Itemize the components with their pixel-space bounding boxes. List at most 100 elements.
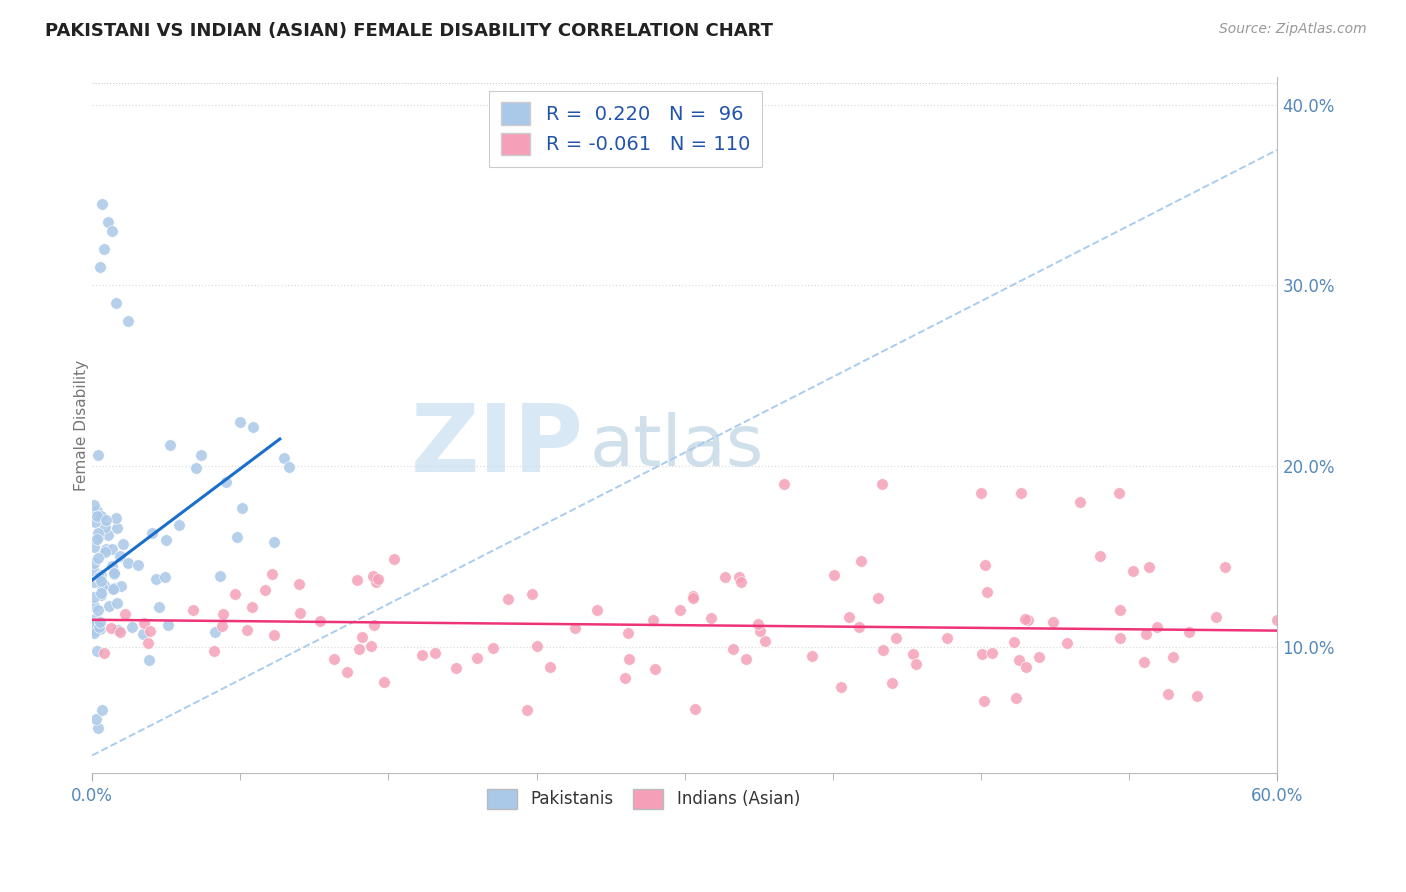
Point xyxy=(349,642,371,657)
Point xyxy=(105,596,128,610)
Point xyxy=(669,603,692,617)
Point xyxy=(132,627,155,641)
Point xyxy=(108,624,131,639)
Point xyxy=(614,671,637,685)
Point xyxy=(103,566,125,580)
Point xyxy=(903,647,925,661)
Point xyxy=(190,448,212,462)
Point xyxy=(141,526,163,541)
Point xyxy=(868,591,890,606)
Point xyxy=(363,618,385,632)
Point xyxy=(103,566,125,581)
Point xyxy=(93,578,115,592)
Point xyxy=(1185,689,1208,703)
Point xyxy=(1002,635,1025,649)
Point xyxy=(159,438,181,452)
Point xyxy=(981,646,1004,660)
Point xyxy=(1146,619,1168,633)
Point xyxy=(973,694,995,708)
Point xyxy=(240,599,263,614)
Point xyxy=(89,622,111,636)
Point xyxy=(287,577,309,591)
Text: Source: ZipAtlas.com: Source: ZipAtlas.com xyxy=(1219,22,1367,37)
Point xyxy=(184,460,207,475)
Point xyxy=(364,575,387,590)
Point xyxy=(336,665,359,680)
Point xyxy=(90,574,112,588)
Point xyxy=(520,587,543,601)
Point xyxy=(1122,564,1144,578)
Point xyxy=(749,624,772,638)
Point xyxy=(114,607,136,621)
Point xyxy=(87,603,110,617)
Point xyxy=(1014,612,1036,626)
Point xyxy=(747,617,769,632)
Point xyxy=(87,530,110,544)
Point xyxy=(97,527,120,541)
Point xyxy=(90,580,112,594)
Point xyxy=(1108,632,1130,646)
Point xyxy=(253,582,276,597)
Point xyxy=(86,508,108,523)
Point xyxy=(1014,660,1036,674)
Point xyxy=(1133,656,1156,670)
Point xyxy=(830,680,852,694)
Text: ZIP: ZIP xyxy=(411,401,583,492)
Point xyxy=(1005,690,1028,705)
Point xyxy=(1109,603,1132,617)
Point xyxy=(586,603,609,617)
Point xyxy=(880,676,903,690)
Point xyxy=(1205,610,1227,624)
Point xyxy=(496,592,519,607)
Point xyxy=(90,589,112,603)
Point xyxy=(714,570,737,584)
Point xyxy=(96,542,118,557)
Point xyxy=(444,660,467,674)
Point xyxy=(872,642,894,657)
Text: atlas: atlas xyxy=(591,412,765,481)
Point xyxy=(905,657,928,672)
Point xyxy=(1215,560,1237,574)
Point xyxy=(105,511,128,525)
Point xyxy=(411,648,433,663)
Point xyxy=(976,585,998,599)
Point xyxy=(823,568,845,582)
Point xyxy=(117,556,139,570)
Point xyxy=(91,197,114,211)
Point xyxy=(90,567,112,582)
Point xyxy=(1010,486,1032,500)
Point xyxy=(538,659,561,673)
Point xyxy=(309,615,332,629)
Point xyxy=(83,541,105,555)
Point xyxy=(87,551,110,566)
Point xyxy=(1056,635,1078,649)
Point xyxy=(700,610,723,624)
Point xyxy=(872,477,894,491)
Point xyxy=(482,640,505,655)
Point xyxy=(1267,613,1289,627)
Point xyxy=(273,451,295,466)
Point xyxy=(83,625,105,640)
Point xyxy=(516,703,538,717)
Point xyxy=(884,632,907,646)
Point xyxy=(90,508,112,523)
Y-axis label: Female Disability: Female Disability xyxy=(73,359,89,491)
Point xyxy=(235,624,257,638)
Point xyxy=(215,475,238,489)
Point xyxy=(132,616,155,631)
Point xyxy=(83,574,105,589)
Point xyxy=(1135,627,1157,641)
Point xyxy=(970,486,993,500)
Point xyxy=(617,626,640,640)
Point xyxy=(526,639,548,653)
Point xyxy=(101,582,124,596)
Point xyxy=(360,640,382,654)
Point xyxy=(84,615,107,630)
Point xyxy=(83,564,105,578)
Point xyxy=(682,591,704,605)
Point xyxy=(167,518,190,533)
Point xyxy=(86,525,108,540)
Point xyxy=(94,513,117,527)
Point xyxy=(224,587,246,601)
Point xyxy=(1017,613,1039,627)
